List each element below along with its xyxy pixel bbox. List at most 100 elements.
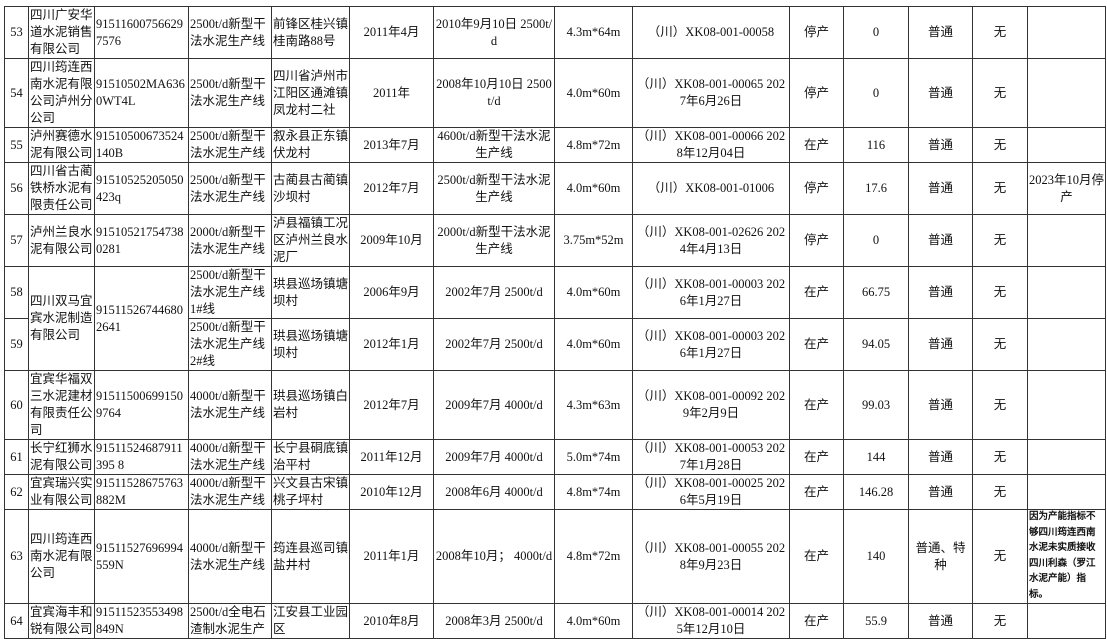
approval-capacity-cell: 2500t/d新型干法水泥生产线 [433, 162, 555, 215]
company-name-cell: 四川省古蔺铁桥水泥有限责任公司 [28, 162, 95, 215]
product-type-cell: 普通 [908, 58, 973, 128]
cement-plant-table: 53 四川广安华道水泥销售有限公司 915116007566297576 2500t/… [4, 6, 1106, 639]
table-row: 60 宜宾华福双三水泥建材有限责任公司 915115006991509764 4000… [4, 370, 1106, 440]
output-value-cell: 140 [843, 509, 909, 604]
product-type-cell: 普通 [908, 214, 973, 267]
build-date-cell: 2011年12月 [349, 439, 434, 475]
build-date-cell: 2011年4月 [349, 6, 434, 59]
location-cell: 珙县巡场镇塘坝村 [271, 266, 350, 319]
product-type-cell: 普通 [908, 6, 973, 59]
output-value-cell: 116 [843, 127, 909, 163]
company-name-cell: 宜宾海丰和锐有限公司 [28, 603, 95, 639]
note-cell: 2023年10月停产 [1027, 162, 1106, 215]
build-date-cell: 2010年12月 [349, 474, 434, 510]
build-date-cell: 2006年9月 [349, 266, 434, 319]
production-line-cell: 2500t/d新型干法水泥生产线 [188, 127, 272, 163]
row-number-cell: 61 [4, 439, 29, 475]
location-cell: 四川省泸州市江阳区通滩镇凤龙村二社 [271, 58, 350, 128]
production-line-cell: 2000t/d新型干法水泥生产线 [188, 214, 272, 267]
build-date-cell: 2013年7月 [349, 127, 434, 163]
kiln-size-cell: 5.0m*74m [554, 439, 633, 475]
production-line-cell: 2500t/d新型干法水泥生产线2#线 [188, 318, 272, 371]
output-value-cell: 94.05 [843, 318, 909, 371]
product-type-cell: 普通 [908, 162, 973, 215]
extra-field-cell: 无 [972, 603, 1028, 639]
production-license-cell: （川）XK08-001-01006 [632, 162, 790, 215]
production-license-cell: （川）XK08-001-00003 2026年1月27日 [632, 318, 790, 371]
note-cell [1027, 370, 1106, 440]
status-cell: 在产 [789, 318, 844, 371]
product-type-cell: 普通 [908, 318, 973, 371]
kiln-size-cell: 4.0m*60m [554, 162, 633, 215]
credit-code-cell: 915116007566297576 [94, 6, 189, 59]
build-date-cell: 2010年8月 [349, 603, 434, 639]
row-number-cell: 53 [4, 6, 29, 59]
production-line-cell: 2500t/d全电石渣制水泥生产 [188, 603, 272, 639]
company-name-cell: 四川筠连西南水泥有限公司 [28, 509, 95, 604]
company-name-cell: 四川筠连西南水泥有限公司泸州分公司 [28, 58, 95, 128]
row-number-cell: 55 [4, 127, 29, 163]
approval-capacity-cell: 2002年7月 2500t/d [433, 266, 555, 319]
status-cell: 在产 [789, 474, 844, 510]
row-number-cell: 62 [4, 474, 29, 510]
credit-code-cell: 91511524687911395 8 [94, 439, 189, 475]
table-row: 58 四川双马宜宾水泥制造有限公司 915115267446802641 2500t/… [4, 266, 1106, 371]
table-row: 62 宜宾瑞兴实业有限公司 91511528675763882M 4000t/d新型干… [4, 474, 1106, 510]
product-type-cell: 普通 [908, 603, 973, 639]
production-license-cell: （川）XK08-001-00053 2027年1月28日 [632, 439, 790, 475]
row-number-cell: 54 [4, 58, 29, 128]
status-cell: 在产 [789, 603, 844, 639]
kiln-size-cell: 4.8m*72m [554, 127, 633, 163]
build-date-cell: 2012年1月 [349, 318, 434, 371]
approval-capacity-cell: 2010年9月10日 2500t/d [433, 6, 555, 59]
extra-field-cell: 无 [972, 6, 1028, 59]
extra-field-cell: 无 [972, 370, 1028, 440]
note-cell: 因为产能指标不够四川筠连西南水泥未实质接收四川利森（罗江水泥产能）指标。 [1027, 509, 1106, 604]
build-date-cell: 2011年 [349, 58, 434, 128]
production-license-cell: （川）XK08-001-00003 2026年1月27日 [632, 266, 790, 319]
note-cell [1027, 266, 1106, 319]
row-number-cell: 56 [4, 162, 29, 215]
build-date-cell: 2012年7月 [349, 370, 434, 440]
credit-code-cell: 91511523553498849N [94, 603, 189, 639]
output-value-cell: 0 [843, 6, 909, 59]
production-license-cell: （川）XK08-001-00025 2026年5月19日 [632, 474, 790, 510]
note-cell [1027, 603, 1106, 639]
kiln-size-cell: 4.8m*72m [554, 509, 633, 604]
location-cell: 珙县巡场镇白岩村 [271, 370, 350, 440]
extra-field-cell: 无 [972, 266, 1028, 319]
table-row: 55 泸州赛德水泥有限公司 91510500673524140B 2500t/d新型干… [4, 127, 1106, 163]
location-cell: 叙永县正东镇伏龙村 [271, 127, 350, 163]
production-license-cell: （川）XK08-001-00014 2025年12月10日 [632, 603, 790, 639]
location-cell: 珙县巡场镇塘坝村 [271, 318, 350, 371]
product-type-cell: 普通 [908, 127, 973, 163]
output-value-cell: 17.6 [843, 162, 909, 215]
product-type-cell: 普通 [908, 266, 973, 319]
row-number-cell: 63 [4, 509, 29, 604]
company-name-cell: 四川广安华道水泥销售有限公司 [28, 6, 95, 59]
table-row: 64 宜宾海丰和锐有限公司 91511523553498849N 2500t/d全电石… [4, 603, 1106, 639]
kiln-size-cell: 4.3m*63m [554, 370, 633, 440]
production-license-cell: （川）XK08-001-00055 2028年9月23日 [632, 509, 790, 604]
approval-capacity-cell: 2009年7月 4000t/d [433, 439, 555, 475]
approval-capacity-cell: 2002年7月 2500t/d [433, 318, 555, 371]
company-name-cell: 宜宾瑞兴实业有限公司 [28, 474, 95, 510]
production-license-cell: （川）XK08-001-00065 2027年6月26日 [632, 58, 790, 128]
extra-field-cell: 无 [972, 127, 1028, 163]
product-type-cell: 普通 [908, 439, 973, 475]
note-cell [1027, 214, 1106, 267]
status-cell: 在产 [789, 370, 844, 440]
status-cell: 在产 [789, 439, 844, 475]
production-line-cell: 2500t/d新型干法水泥生产线 [188, 6, 272, 59]
approval-capacity-cell: 2008年10月10日 2500t/d [433, 58, 555, 128]
approval-capacity-cell: 2008年10月； 4000t/d [433, 509, 555, 604]
company-name-cell: 宜宾华福双三水泥建材有限责任公司 [28, 370, 95, 440]
table-row: 59 2500t/d新型干法水泥生产线2#线 珙县巡场镇塘坝村 2012年1月 2002… [4, 318, 1106, 371]
output-value-cell: 0 [843, 58, 909, 128]
product-type-cell: 普通、特种 [908, 509, 973, 604]
table-row: 61 长宁红狮水泥有限公司 91511524687911395 8 4000t/d新型… [4, 439, 1106, 475]
credit-code-cell: 91510500673524140B [94, 127, 189, 163]
production-line-cell: 4000t/d新型干法水泥生产线 [188, 509, 272, 604]
company-name-cell: 长宁红狮水泥有限公司 [28, 439, 95, 475]
production-line-cell: 4000t/d新型干法水泥生产线 [188, 370, 272, 440]
